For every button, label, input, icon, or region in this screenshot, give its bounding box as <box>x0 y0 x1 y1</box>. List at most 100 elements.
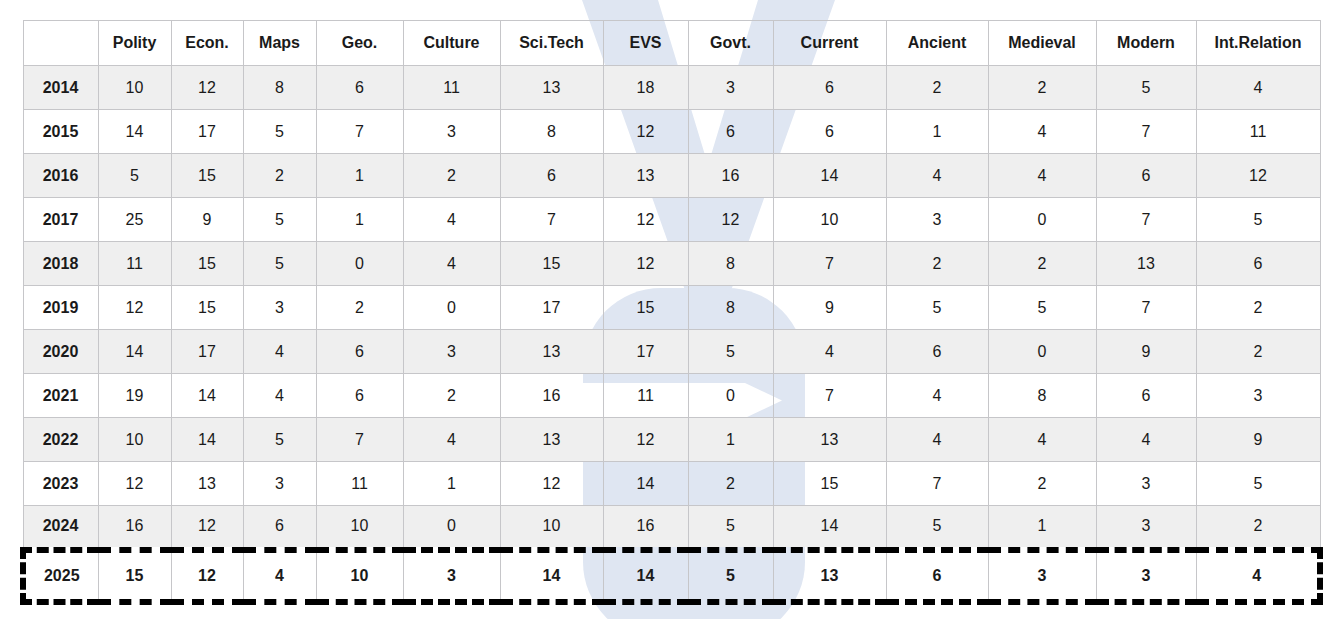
value-cell: 5 <box>243 242 316 286</box>
value-cell: 1 <box>403 462 500 506</box>
value-cell: 16 <box>500 374 603 418</box>
table-row-2025: 20251512410314145136334 <box>23 550 1320 602</box>
value-cell: 4 <box>886 154 988 198</box>
value-cell: 5 <box>988 286 1096 330</box>
column-header-modern: Modern <box>1096 21 1196 66</box>
value-cell: 2 <box>243 154 316 198</box>
value-cell: 13 <box>500 330 603 374</box>
column-header-medieval: Medieval <box>988 21 1096 66</box>
value-cell: 0 <box>316 242 403 286</box>
value-cell: 14 <box>98 110 171 154</box>
value-cell: 12 <box>603 110 688 154</box>
value-cell: 7 <box>773 374 886 418</box>
value-cell: 13 <box>500 66 603 110</box>
value-cell: 3 <box>688 66 773 110</box>
value-cell: 1 <box>688 418 773 462</box>
value-cell: 13 <box>603 154 688 198</box>
value-cell: 14 <box>773 506 886 550</box>
value-cell: 11 <box>1196 110 1320 154</box>
value-cell: 15 <box>98 550 171 602</box>
value-cell: 3 <box>1096 550 1196 602</box>
value-cell: 14 <box>773 154 886 198</box>
table-row-2020: 202014174631317546092 <box>23 330 1320 374</box>
value-cell: 8 <box>688 286 773 330</box>
value-cell: 6 <box>316 374 403 418</box>
value-cell: 6 <box>773 66 886 110</box>
year-cell-2022: 2022 <box>23 418 98 462</box>
value-cell: 16 <box>603 506 688 550</box>
value-cell: 3 <box>403 330 500 374</box>
value-cell: 4 <box>886 374 988 418</box>
value-cell: 8 <box>988 374 1096 418</box>
value-cell: 6 <box>886 550 988 602</box>
value-cell: 5 <box>1096 66 1196 110</box>
value-cell: 4 <box>403 198 500 242</box>
value-cell: 4 <box>773 330 886 374</box>
value-cell: 2 <box>1196 286 1320 330</box>
value-cell: 10 <box>316 550 403 602</box>
value-cell: 3 <box>243 286 316 330</box>
value-cell: 0 <box>403 506 500 550</box>
value-cell: 6 <box>1196 242 1320 286</box>
value-cell: 8 <box>243 66 316 110</box>
value-cell: 2 <box>316 286 403 330</box>
column-header-ancient: Ancient <box>886 21 988 66</box>
value-cell: 15 <box>773 462 886 506</box>
value-cell: 3 <box>403 550 500 602</box>
value-cell: 12 <box>171 66 243 110</box>
year-cell-2020: 2020 <box>23 330 98 374</box>
value-cell: 10 <box>98 66 171 110</box>
value-cell: 3 <box>403 110 500 154</box>
value-cell: 13 <box>500 418 603 462</box>
value-cell: 6 <box>1096 374 1196 418</box>
table-row-2015: 201514175738126614711 <box>23 110 1320 154</box>
value-cell: 4 <box>243 374 316 418</box>
value-cell: 12 <box>98 462 171 506</box>
value-cell: 4 <box>988 110 1096 154</box>
value-cell: 7 <box>1096 110 1196 154</box>
value-cell: 4 <box>1096 418 1196 462</box>
column-header-current: Current <box>773 21 886 66</box>
value-cell: 5 <box>1196 198 1320 242</box>
value-cell: 11 <box>98 242 171 286</box>
value-cell: 5 <box>886 286 988 330</box>
value-cell: 5 <box>688 550 773 602</box>
value-cell: 0 <box>988 330 1096 374</box>
column-header-govt: Govt. <box>688 21 773 66</box>
value-cell: 3 <box>1196 374 1320 418</box>
year-cell-2018: 2018 <box>23 242 98 286</box>
value-cell: 5 <box>688 506 773 550</box>
value-cell: 7 <box>316 110 403 154</box>
value-cell: 0 <box>688 374 773 418</box>
value-cell: 4 <box>886 418 988 462</box>
year-cell-2019: 2019 <box>23 286 98 330</box>
value-cell: 5 <box>98 154 171 198</box>
value-cell: 2 <box>988 242 1096 286</box>
corner-header-cell <box>23 21 98 66</box>
value-cell: 25 <box>98 198 171 242</box>
value-cell: 8 <box>500 110 603 154</box>
value-cell: 2 <box>1196 506 1320 550</box>
value-cell: 2 <box>988 66 1096 110</box>
value-cell: 8 <box>688 242 773 286</box>
value-cell: 10 <box>316 506 403 550</box>
table-row-2018: 2018111550415128722136 <box>23 242 1320 286</box>
value-cell: 5 <box>243 198 316 242</box>
value-cell: 11 <box>603 374 688 418</box>
table-row-2014: 2014101286111318362254 <box>23 66 1320 110</box>
value-cell: 5 <box>1196 462 1320 506</box>
header-row: PolityEcon.MapsGeo.CultureSci.TechEVSGov… <box>23 21 1320 66</box>
value-cell: 0 <box>988 198 1096 242</box>
value-cell: 2 <box>886 242 988 286</box>
value-cell: 4 <box>243 550 316 602</box>
value-cell: 6 <box>773 110 886 154</box>
value-cell: 13 <box>773 550 886 602</box>
value-cell: 5 <box>886 506 988 550</box>
value-cell: 12 <box>603 198 688 242</box>
value-cell: 6 <box>500 154 603 198</box>
year-cell-2014: 2014 <box>23 66 98 110</box>
value-cell: 4 <box>1196 66 1320 110</box>
year-cell-2021: 2021 <box>23 374 98 418</box>
value-cell: 14 <box>500 550 603 602</box>
value-cell: 16 <box>688 154 773 198</box>
